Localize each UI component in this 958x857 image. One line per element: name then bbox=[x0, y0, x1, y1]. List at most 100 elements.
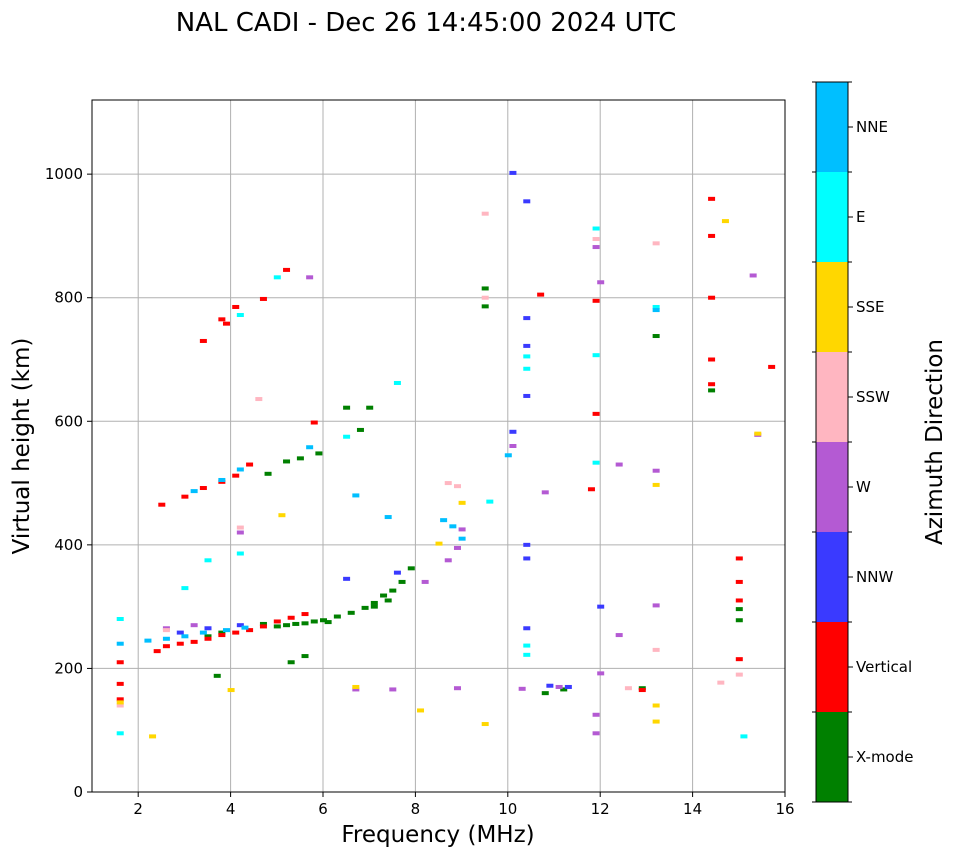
data-point-vertical bbox=[708, 382, 716, 387]
x-tick-label: 4 bbox=[226, 800, 236, 818]
data-point-ssw bbox=[116, 703, 124, 708]
data-point-x-mode bbox=[259, 621, 267, 626]
data-point-vertical bbox=[162, 644, 170, 649]
data-point-e bbox=[204, 558, 212, 563]
data-point-w bbox=[541, 490, 549, 495]
data-point-x-mode bbox=[287, 660, 295, 665]
data-point-x-mode bbox=[283, 623, 291, 628]
data-point-w bbox=[421, 579, 429, 584]
data-point-x-mode bbox=[370, 604, 378, 609]
data-point-w bbox=[509, 444, 517, 448]
data-point-e bbox=[181, 586, 189, 591]
colorbar-tick-label: W bbox=[856, 478, 871, 496]
data-point-vertical bbox=[232, 304, 240, 309]
data-point-ssw bbox=[735, 672, 743, 677]
data-point-w bbox=[652, 468, 660, 473]
data-point-x-mode bbox=[264, 471, 272, 476]
data-point-nnw bbox=[523, 343, 531, 348]
data-point-w bbox=[615, 462, 623, 467]
data-point-nne bbox=[199, 630, 207, 635]
data-point-sse bbox=[652, 719, 660, 724]
data-point-x-mode bbox=[366, 405, 374, 410]
data-point-e bbox=[523, 354, 531, 359]
data-point-sse bbox=[721, 219, 729, 224]
data-point-x-mode bbox=[481, 304, 489, 309]
data-point-nne bbox=[352, 493, 360, 498]
data-point-x-mode bbox=[384, 598, 392, 603]
data-point-sse bbox=[458, 500, 466, 505]
data-point-w bbox=[306, 275, 314, 280]
data-point-vertical bbox=[259, 624, 267, 629]
data-point-w bbox=[592, 731, 600, 736]
data-point-nnw bbox=[523, 626, 531, 631]
data-point-w bbox=[597, 671, 605, 676]
data-point-vertical bbox=[222, 321, 230, 326]
data-point-w bbox=[444, 558, 452, 563]
data-point-w bbox=[597, 280, 605, 285]
data-point-vertical bbox=[735, 598, 743, 603]
data-point-e bbox=[486, 499, 494, 504]
colorbar-tick-label: NNE bbox=[856, 118, 888, 136]
data-point-x-mode bbox=[481, 286, 489, 291]
data-point-e bbox=[592, 460, 600, 465]
data-point-nnw bbox=[523, 556, 531, 561]
data-point-nnw bbox=[236, 623, 244, 628]
data-point-w bbox=[190, 623, 198, 628]
y-tick-label: 1000 bbox=[45, 165, 83, 183]
colorbar-tick-label: E bbox=[856, 208, 865, 226]
data-point-ssw bbox=[592, 237, 600, 242]
data-point-sse bbox=[652, 703, 660, 708]
data-point-vertical bbox=[283, 267, 291, 272]
data-point-x-mode bbox=[292, 621, 300, 626]
data-point-w bbox=[518, 686, 526, 691]
data-point-nne bbox=[218, 477, 226, 482]
data-point-x-mode bbox=[541, 691, 549, 696]
data-point-x-mode bbox=[296, 456, 304, 461]
data-point-nnw bbox=[546, 683, 554, 688]
data-point-vertical bbox=[708, 357, 716, 362]
data-point-x-mode bbox=[735, 607, 743, 612]
data-point-vertical bbox=[735, 579, 743, 584]
data-point-vertical bbox=[310, 420, 318, 425]
data-point-x-mode bbox=[398, 579, 406, 584]
plot-frame bbox=[91, 99, 786, 793]
data-point-vertical bbox=[592, 298, 600, 303]
x-tick-label: 14 bbox=[683, 800, 702, 818]
colorbar-segment-x-mode bbox=[816, 712, 848, 802]
y-tick-label: 400 bbox=[54, 536, 83, 554]
data-point-ssw bbox=[444, 481, 452, 486]
data-point-ssw bbox=[453, 484, 461, 489]
data-point-x-mode bbox=[213, 673, 221, 678]
data-point-x-mode bbox=[652, 334, 660, 339]
data-point-nne bbox=[652, 308, 660, 313]
data-point-x-mode bbox=[333, 614, 341, 619]
data-point-nne bbox=[449, 524, 457, 529]
colorbar-segment-nnw bbox=[816, 532, 848, 622]
y-tick-label: 200 bbox=[54, 659, 83, 677]
data-point-sse bbox=[352, 684, 360, 689]
data-point-sse bbox=[116, 700, 124, 705]
data-point-w bbox=[749, 273, 757, 278]
data-point-nne bbox=[162, 636, 170, 641]
data-point-x-mode bbox=[218, 630, 226, 635]
data-point-vertical bbox=[232, 630, 240, 635]
data-point-e bbox=[393, 380, 401, 385]
data-point-nnw bbox=[564, 684, 572, 689]
colorbar-segment-e bbox=[816, 172, 848, 262]
data-point-nne bbox=[236, 467, 244, 472]
data-point-x-mode bbox=[361, 605, 369, 610]
data-point-w bbox=[352, 687, 360, 692]
data-point-vertical bbox=[287, 615, 295, 620]
data-point-ssw bbox=[652, 241, 660, 246]
x-tick-label: 6 bbox=[318, 800, 328, 818]
data-point-x-mode bbox=[343, 405, 351, 410]
data-point-sse bbox=[481, 722, 489, 727]
data-point-nne bbox=[190, 489, 198, 494]
x-tick-label: 10 bbox=[498, 800, 517, 818]
data-point-e bbox=[273, 275, 281, 280]
data-point-vertical bbox=[537, 292, 545, 297]
data-point-nnw bbox=[523, 316, 531, 321]
data-point-x-mode bbox=[320, 618, 327, 623]
colorbar-tick-label: Vertical bbox=[856, 658, 912, 676]
data-point-x-mode bbox=[560, 687, 568, 692]
